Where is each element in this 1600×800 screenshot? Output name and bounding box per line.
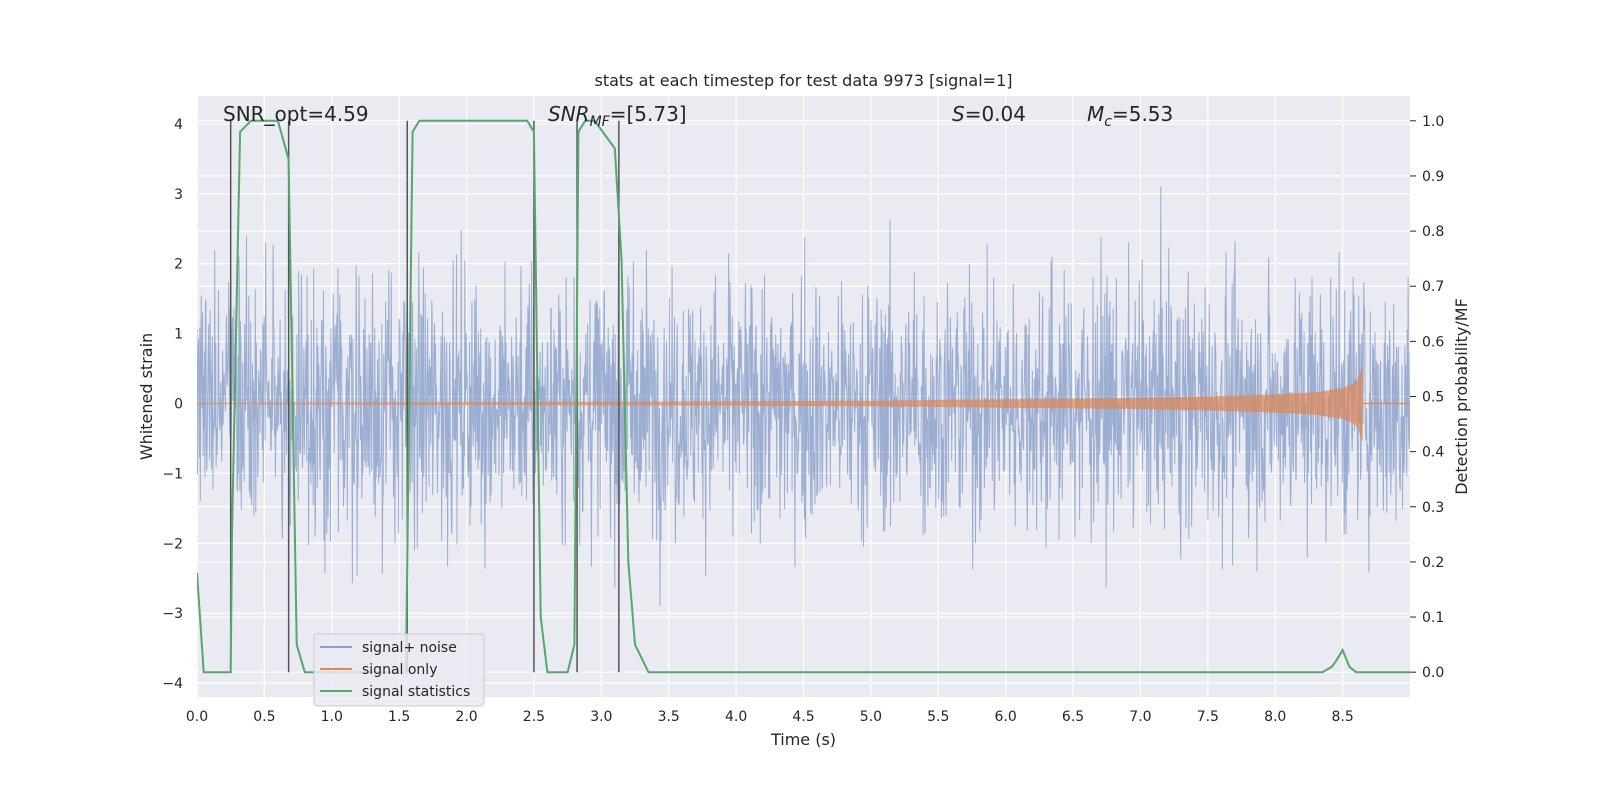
x-tick-label: 8.5 xyxy=(1331,709,1353,725)
y-axis-right-label: Detection probability/MF xyxy=(1452,298,1471,495)
series-signal-statistics xyxy=(197,119,1410,674)
chart-title: stats at each timestep for test data 997… xyxy=(594,71,1012,90)
x-tick-label: 6.5 xyxy=(1062,709,1084,725)
annotation-s: S=0.04 xyxy=(952,102,1026,126)
annotation-snr-opt: SNR_opt=4.59 xyxy=(223,102,369,126)
annotation-mc: Mc=5.53 xyxy=(1087,102,1173,130)
x-tick-label: 5.5 xyxy=(927,709,949,725)
noise-trace xyxy=(197,186,1410,607)
y-right-tick-label: 0.7 xyxy=(1422,279,1444,295)
series-signal-only xyxy=(197,365,1410,442)
x-tick-label: 7.0 xyxy=(1129,709,1151,725)
y-right-tick-label: 0.0 xyxy=(1422,665,1444,681)
y-right-tick-label: 0.6 xyxy=(1422,334,1444,350)
legend-label-signal-noise: signal+ noise xyxy=(362,640,457,656)
annotation-mc-symbol: M xyxy=(1087,102,1104,126)
axis-ticks: 0.0 0.5 1.0 1.5 2.0 2.5 3.0 3.5 4.0 4.5 5.0 5.5 6.0 6… xyxy=(162,114,1444,725)
x-tick-label: 8.0 xyxy=(1264,709,1286,725)
annotation-snr-mf-value: =[5.73] xyxy=(610,102,687,126)
y-axis-label: Whitened strain xyxy=(137,333,156,460)
y-right-tick-label: 0.8 xyxy=(1422,224,1444,240)
y-right-tick-label: 1.0 xyxy=(1422,114,1444,130)
x-tick-label: 6.0 xyxy=(995,709,1017,725)
series-signal-noise xyxy=(197,186,1410,607)
annotation-s-value: =0.04 xyxy=(965,102,1026,126)
y-tick-label: 1 xyxy=(174,327,183,343)
y-right-tick-label: 0.4 xyxy=(1422,445,1444,461)
x-tick-label: 0.0 xyxy=(186,709,208,725)
y-right-tick-label: 0.5 xyxy=(1422,390,1444,406)
x-tick-label: 2.0 xyxy=(455,709,477,725)
y-tick-label: 0 xyxy=(174,396,183,412)
legend-box xyxy=(313,633,485,707)
x-tick-label: 7.5 xyxy=(1197,709,1219,725)
legend: signal+ noise signal only signal statist… xyxy=(313,633,485,707)
y-tick-label: −2 xyxy=(162,536,183,552)
y-tick-label: 4 xyxy=(174,117,183,133)
x-tick-label: 3.5 xyxy=(658,709,680,725)
signal-envelope xyxy=(197,365,1363,442)
y-right-tick-label: 0.9 xyxy=(1422,169,1444,185)
y-right-tick-label: 0.2 xyxy=(1422,555,1444,571)
x-tick-label: 0.5 xyxy=(253,709,275,725)
y-tick-label: −4 xyxy=(162,676,183,692)
x-tick-label: 5.0 xyxy=(860,709,882,725)
annotation-snr-mf-subscript: MF xyxy=(590,114,611,130)
y-tick-label: 3 xyxy=(174,187,183,203)
x-tick-label: 4.0 xyxy=(725,709,747,725)
x-tick-label: 2.5 xyxy=(523,709,545,725)
x-tick-label: 1.0 xyxy=(321,709,343,725)
annotation-snr-mf: SNRMF=[5.73] xyxy=(548,102,687,130)
legend-label-signal-statistics: signal statistics xyxy=(362,684,470,700)
y-right-tick-label: 0.1 xyxy=(1422,610,1444,626)
annotation-mc-value: =5.53 xyxy=(1112,102,1173,126)
annotation-s-symbol: S xyxy=(952,102,965,126)
y-tick-label: −1 xyxy=(162,466,183,482)
x-tick-label: 4.5 xyxy=(792,709,814,725)
y-tick-label: 2 xyxy=(174,257,183,273)
annotation-snr-mf-symbol: SNR xyxy=(548,102,590,126)
y-right-tick-label: 0.3 xyxy=(1422,500,1444,516)
statistics-line xyxy=(197,119,1410,674)
annotation-mc-subscript: c xyxy=(1104,114,1112,130)
legend-label-signal-only: signal only xyxy=(362,662,437,678)
x-axis-label: Time (s) xyxy=(770,730,836,749)
x-tick-label: 1.5 xyxy=(388,709,410,725)
y-tick-label: −3 xyxy=(162,606,183,622)
x-tick-label: 3.0 xyxy=(590,709,612,725)
